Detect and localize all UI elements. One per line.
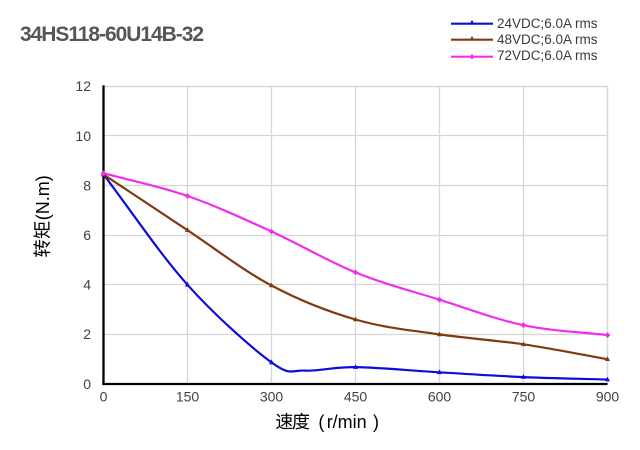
- svg-text:600: 600: [428, 389, 452, 405]
- svg-text:): ): [373, 412, 379, 432]
- svg-text:4: 4: [83, 277, 91, 293]
- svg-text:450: 450: [344, 389, 368, 405]
- svg-text:150: 150: [176, 389, 200, 405]
- svg-text:8: 8: [83, 177, 91, 193]
- svg-text:6: 6: [83, 227, 91, 243]
- svg-text:300: 300: [260, 389, 284, 405]
- svg-text:900: 900: [596, 389, 620, 405]
- svg-text:750: 750: [512, 389, 536, 405]
- svg-text:12: 12: [75, 78, 91, 94]
- svg-text:r/min: r/min: [327, 412, 367, 432]
- svg-text:2: 2: [83, 326, 91, 342]
- svg-text:(: (: [318, 412, 324, 432]
- svg-text:10: 10: [75, 128, 91, 144]
- svg-text:0: 0: [100, 389, 108, 405]
- svg-text:(N.m): (N.m): [33, 175, 53, 220]
- svg-text:0: 0: [83, 376, 91, 392]
